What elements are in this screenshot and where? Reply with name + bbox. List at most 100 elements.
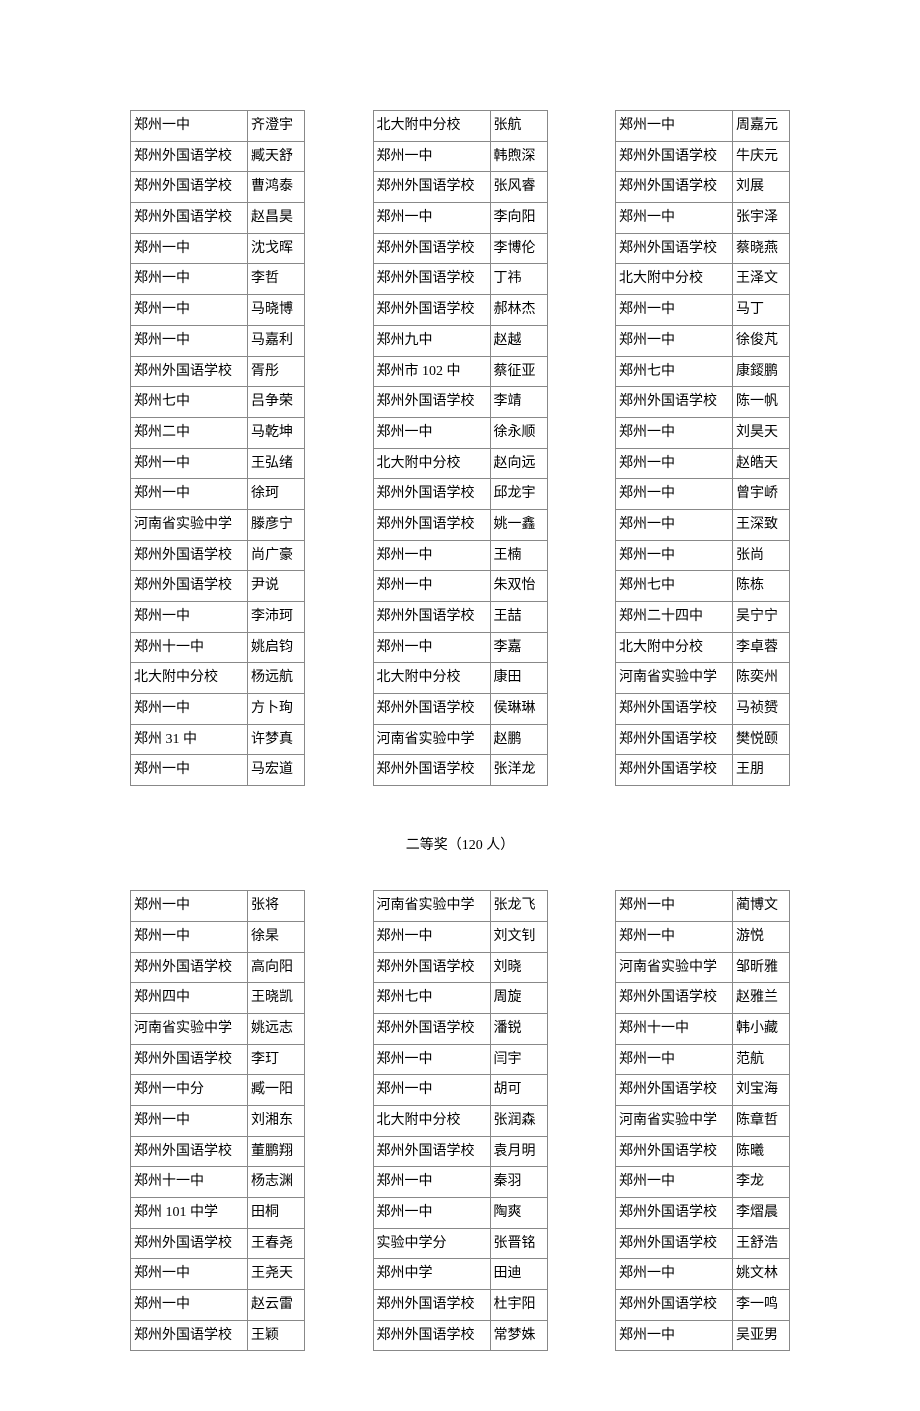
table-row: 郑州外国语学校杜宇阳 [373,1290,547,1321]
table-row: 郑州外国语学校袁月明 [373,1136,547,1167]
name-cell: 王尧天 [248,1259,305,1290]
table-row: 河南省实验中学陈奕州 [616,663,790,694]
name-cell: 沈戈晖 [248,233,305,264]
table-row: 郑州一中韩煦深 [373,141,547,172]
school-cell: 郑州外国语学校 [373,264,490,295]
name-cell: 徐珂 [248,479,305,510]
school-cell: 北大附中分校 [373,111,490,142]
table-row: 郑州一中分臧一阳 [131,1075,305,1106]
name-cell: 王朋 [733,755,790,786]
table-row: 北大附中分校康田 [373,663,547,694]
table-row: 郑州外国语学校马祯赟 [616,694,790,725]
name-cell: 牛庆元 [733,141,790,172]
school-cell: 郑州外国语学校 [616,724,733,755]
table-bottom-left: 郑州一中张将郑州一中徐杲郑州外国语学校高向阳郑州四中王晓凯河南省实验中学姚远志郑… [130,890,305,1351]
school-cell: 郑州一中 [131,111,248,142]
school-cell: 郑州一中 [131,264,248,295]
name-cell: 徐杲 [248,921,305,952]
school-cell: 河南省实验中学 [373,891,490,922]
name-cell: 樊悦颐 [733,724,790,755]
school-cell: 郑州九中 [373,325,490,356]
table-row: 郑州外国语学校李博伦 [373,233,547,264]
name-cell: 韩小藏 [733,1013,790,1044]
school-cell: 郑州一中 [131,694,248,725]
table-row: 郑州一中徐杲 [131,921,305,952]
table-row-top: 郑州一中齐澄宇郑州外国语学校臧天舒郑州外国语学校曹鸿泰郑州外国语学校赵昌昊郑州一… [130,110,790,786]
table-row: 郑州一中王尧天 [131,1259,305,1290]
school-cell: 郑州一中 [616,921,733,952]
table-row: 北大附中分校张航 [373,111,547,142]
name-cell: 李博伦 [490,233,547,264]
table-row: 郑州外国语学校王喆 [373,602,547,633]
name-cell: 赵越 [490,325,547,356]
table-row: 郑州一中刘湘东 [131,1105,305,1136]
school-cell: 郑州一中 [373,1075,490,1106]
name-cell: 尚广豪 [248,540,305,571]
school-cell: 郑州外国语学校 [616,1136,733,1167]
school-cell: 郑州 31 中 [131,724,248,755]
table-row: 郑州一中蔺博文 [616,891,790,922]
school-cell: 郑州外国语学校 [373,1290,490,1321]
school-cell: 郑州外国语学校 [373,295,490,326]
name-cell: 赵鹏 [490,724,547,755]
school-cell: 郑州外国语学校 [616,1075,733,1106]
school-cell: 郑州外国语学校 [373,755,490,786]
table-row: 郑州 31 中许梦真 [131,724,305,755]
school-cell: 郑州七中 [616,571,733,602]
name-cell: 邱龙宇 [490,479,547,510]
name-cell: 田桐 [248,1198,305,1229]
table-row: 郑州一中王弘绪 [131,448,305,479]
table-row: 郑州外国语学校张风睿 [373,172,547,203]
name-cell: 王弘绪 [248,448,305,479]
school-cell: 郑州外国语学校 [616,1228,733,1259]
name-cell: 李靖 [490,387,547,418]
table-bottom-mid: 河南省实验中学张龙飞郑州一中刘文钊郑州外国语学校刘晓郑州七中周旋郑州外国语学校潘… [373,890,548,1351]
name-cell: 陈一帆 [733,387,790,418]
school-cell: 郑州一中 [616,891,733,922]
name-cell: 周嘉元 [733,111,790,142]
school-cell: 郑州中学 [373,1259,490,1290]
table-row: 郑州一中周嘉元 [616,111,790,142]
table-row: 郑州一中徐俊芃 [616,325,790,356]
table-row: 郑州七中陈栋 [616,571,790,602]
name-cell: 王春尧 [248,1228,305,1259]
table-row: 郑州一中张尚 [616,540,790,571]
table-row: 郑州一中刘昊天 [616,417,790,448]
school-cell: 郑州一中 [131,448,248,479]
name-cell: 李嘉 [490,632,547,663]
name-cell: 张润森 [490,1105,547,1136]
school-cell: 郑州一中 [616,417,733,448]
table-row: 郑州外国语学校尹说 [131,571,305,602]
name-cell: 姚远志 [248,1013,305,1044]
name-cell: 马乾坤 [248,417,305,448]
name-cell: 侯琳琳 [490,694,547,725]
name-cell: 李向阳 [490,203,547,234]
name-cell: 吴亚男 [733,1320,790,1351]
name-cell: 王楠 [490,540,547,571]
table-bottom-right: 郑州一中蔺博文郑州一中游悦河南省实验中学邹昕雅郑州外国语学校赵雅兰郑州十一中韩小… [615,890,790,1351]
school-cell: 郑州外国语学校 [131,1320,248,1351]
school-cell: 河南省实验中学 [616,952,733,983]
table-row: 郑州外国语学校董鹏翔 [131,1136,305,1167]
school-cell: 郑州七中 [131,387,248,418]
table-row: 郑州七中康錽鹏 [616,356,790,387]
school-cell: 郑州二中 [131,417,248,448]
school-cell: 郑州一中 [616,1320,733,1351]
table-row: 郑州外国语学校陈一帆 [616,387,790,418]
school-cell: 郑州一中 [131,755,248,786]
table-row: 郑州一中范航 [616,1044,790,1075]
table-row: 郑州外国语学校牛庆元 [616,141,790,172]
name-cell: 郝林杰 [490,295,547,326]
table-row: 郑州外国语学校李熠晨 [616,1198,790,1229]
table-row: 北大附中分校李卓蓉 [616,632,790,663]
school-cell: 郑州外国语学校 [373,952,490,983]
table-row: 郑州二十四中吴宁宁 [616,602,790,633]
school-cell: 郑州七中 [616,356,733,387]
school-cell: 郑州一中 [131,1290,248,1321]
name-cell: 李玎 [248,1044,305,1075]
section-title: 二等奖（120 人） [130,834,790,854]
name-cell: 马宏道 [248,755,305,786]
table-row: 郑州外国语学校赵昌昊 [131,203,305,234]
school-cell: 北大附中分校 [373,1105,490,1136]
school-cell: 郑州一中 [373,921,490,952]
